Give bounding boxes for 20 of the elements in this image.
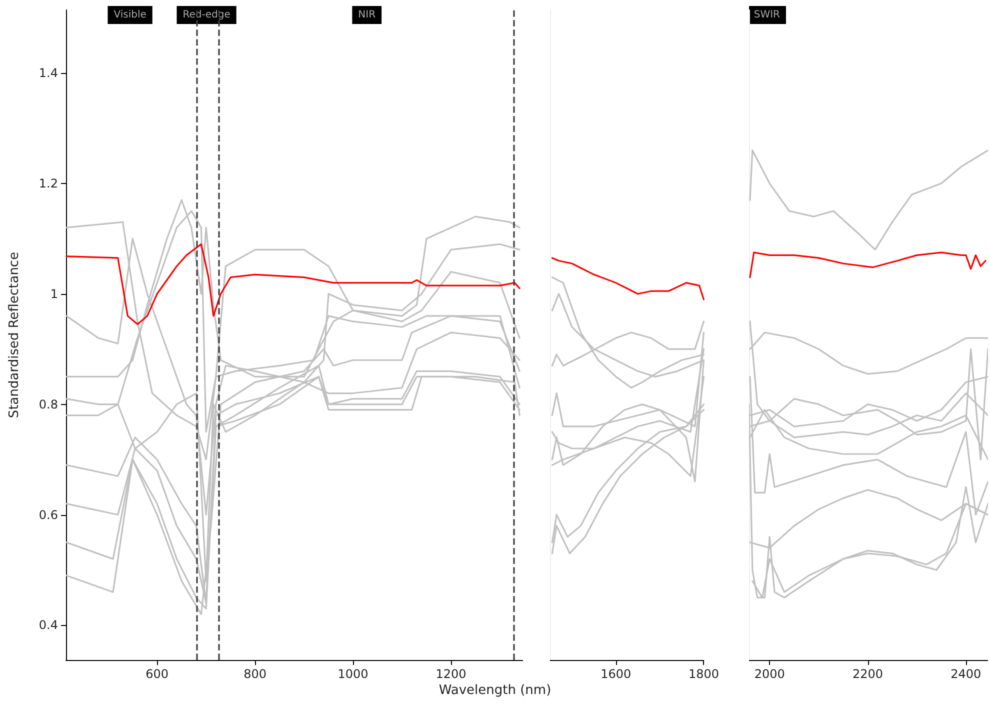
x-tick-label: 800 [244, 667, 267, 681]
y-tick-label: 1.2 [38, 176, 58, 190]
y-tick-label: 1.4 [38, 66, 58, 80]
x-axis-title: Wavelength (nm) [438, 683, 552, 698]
annotation: NIR [358, 10, 376, 20]
x-tick-label: 2400 [950, 667, 982, 681]
y-tick-label: 1 [50, 286, 58, 301]
y-tick-label: 0.6 [38, 508, 58, 522]
x-tick-label: 1800 [688, 667, 720, 681]
y-tick-label: 0.4 [38, 618, 58, 632]
annotation: Visible [114, 10, 146, 20]
x-tick-label: 2000 [754, 667, 785, 681]
x-tick-label: 1000 [338, 667, 368, 681]
y-axis-title: Standardised Reflectance [7, 252, 22, 418]
x-tick-label: 1200 [436, 667, 466, 681]
annotation: SWIR [754, 10, 780, 20]
x-tick-label: 1600 [600, 667, 632, 681]
y-tick-label: 0.8 [38, 397, 58, 412]
x-tick-label: 2200 [852, 667, 883, 681]
x-tick-label: 600 [146, 667, 169, 681]
